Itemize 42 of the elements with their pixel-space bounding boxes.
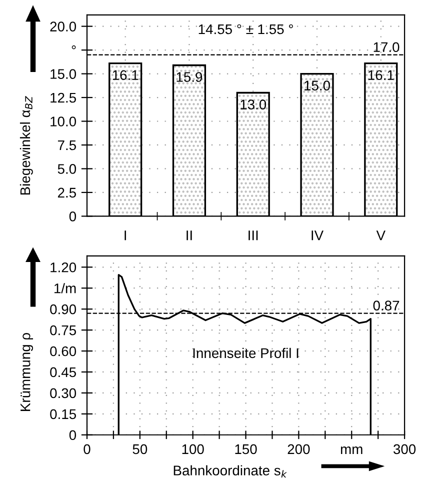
data-label: 15.9 (176, 72, 202, 82)
y-tick-label: ° (72, 45, 76, 50)
x-tick-label: 100 (182, 444, 204, 454)
y-tick-label: 0.15 (50, 409, 76, 420)
y-tick-label: 12.5 (50, 92, 76, 103)
annotation: Innenseite Profil I (193, 348, 298, 358)
x-tick-label: 50 (132, 444, 148, 454)
y-tick-label: 0 (69, 430, 76, 440)
data-label: 16.1 (112, 70, 138, 80)
y-tick-label: 5.0 (58, 164, 76, 174)
y-tick-label: 15.0 (50, 69, 76, 79)
data-label: 15.0 (304, 80, 330, 90)
y-tick-label: 7.5 (58, 140, 76, 150)
y-tick-label: 1.20 (50, 262, 76, 272)
x-tick-label: 200 (288, 444, 310, 454)
y-tick-label: 20.0 (50, 22, 76, 32)
y-tick-label: 0.45 (50, 367, 76, 378)
y-tick-label: 0.75 (50, 325, 76, 336)
y-tick-label: 2.5 (58, 188, 76, 198)
y-tick-label: 0.90 (50, 304, 76, 314)
data-label: 16.1 (368, 70, 394, 80)
x-axis-title: Bahnkoordinate s$_{k}$ (174, 465, 287, 478)
x-tick-label: II (186, 230, 192, 240)
x-tick-label: 150 (235, 444, 257, 454)
data-label: 13.0 (240, 100, 266, 110)
y-tick-label: 0.60 (50, 346, 76, 356)
y-tick-label: 1/m (54, 283, 76, 294)
x-tick-label: I (124, 230, 126, 240)
annotation: 14.55 ° ± 1.55 ° (198, 24, 293, 34)
y-tick-label: 10.0 (50, 116, 76, 126)
x-tick-label: V (376, 230, 386, 240)
ref-line-label: 0.87 (373, 300, 400, 311)
y-tick-label: 0.30 (50, 388, 76, 398)
y-axis-title: Krümmung ρ (20, 332, 34, 411)
x-tick-label: 300 (393, 444, 416, 454)
y-axis-title: Biegewinkel α$_{BZ}$ (20, 96, 33, 195)
ref-line-label: 17.0 (374, 42, 400, 52)
y-tick-label: 0 (69, 212, 76, 222)
x-tick-label: 0 (84, 444, 90, 454)
x-tick-label: mm (340, 446, 362, 454)
x-tick-label: III (248, 230, 258, 240)
x-tick-label: IV (312, 230, 324, 240)
